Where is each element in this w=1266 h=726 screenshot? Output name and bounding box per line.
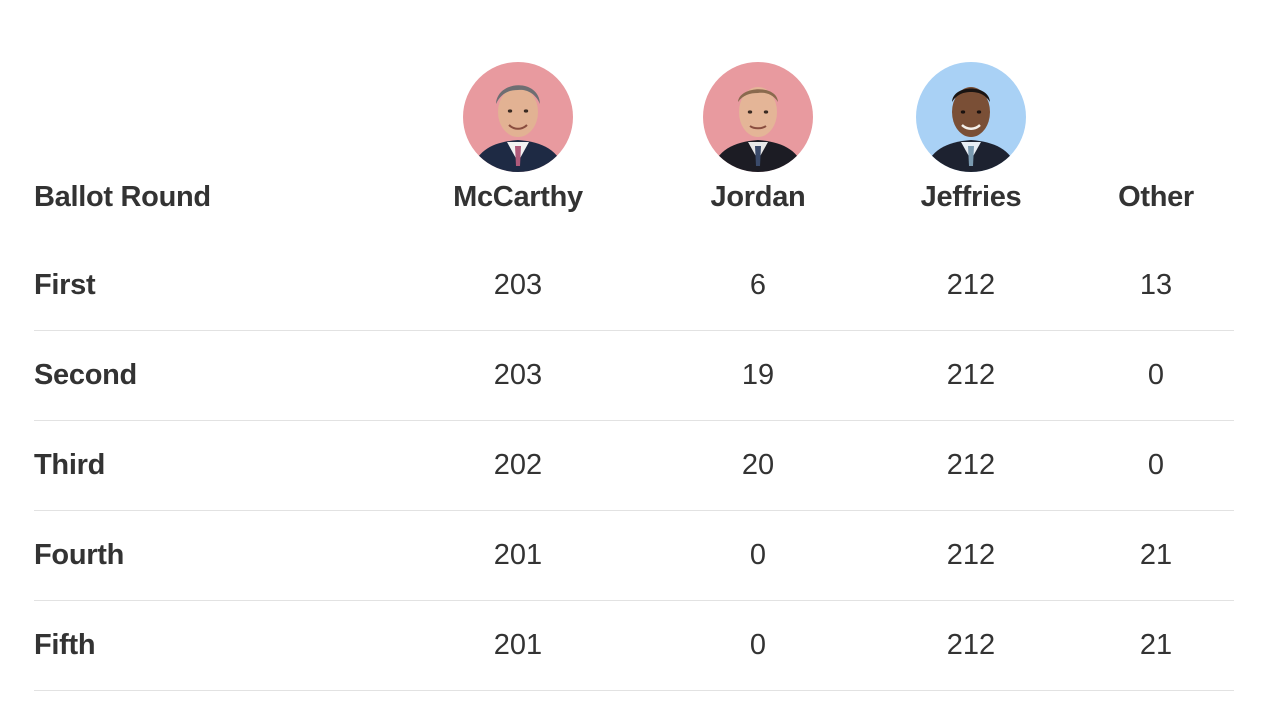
column-header-jordan: Jordan xyxy=(658,0,858,241)
cell-mccarthy: 201 xyxy=(493,539,543,571)
column-header-other: Other xyxy=(1056,0,1256,241)
column-header-mccarthy: McCarthy xyxy=(418,0,618,241)
cell-jeffries: 212 xyxy=(946,269,996,301)
row-label-round: Second xyxy=(34,359,137,391)
row-label-round: Fifth xyxy=(34,629,96,661)
mccarthy-portrait-icon xyxy=(463,62,573,172)
cell-other: 21 xyxy=(1139,629,1173,661)
cell-mccarthy: 201 xyxy=(493,629,543,661)
column-header-label: Jeffries xyxy=(920,181,1022,213)
table-row: Third 202 20 212 0 xyxy=(34,421,1234,511)
table-row: Second 203 19 212 0 xyxy=(34,331,1234,421)
cell-jeffries: 212 xyxy=(946,539,996,571)
cell-jordan: 0 xyxy=(749,629,767,661)
cell-jeffries: 212 xyxy=(946,449,996,481)
table-header-row: Ballot Round McCarthy xyxy=(34,0,1234,241)
column-header-label: Jordan xyxy=(710,181,806,213)
cell-jeffries: 212 xyxy=(946,629,996,661)
ballot-results-table: Ballot Round McCarthy xyxy=(34,0,1234,691)
cell-mccarthy: 203 xyxy=(493,359,543,391)
cell-other: 0 xyxy=(1147,449,1165,481)
cell-other: 0 xyxy=(1147,359,1165,391)
cell-mccarthy: 203 xyxy=(493,269,543,301)
cell-jordan: 6 xyxy=(749,269,767,301)
cell-jordan: 20 xyxy=(741,449,775,481)
column-header-label: Other xyxy=(1118,181,1194,213)
row-label-round: Fourth xyxy=(34,539,125,571)
cell-other: 21 xyxy=(1139,539,1173,571)
table-row: First 203 6 212 13 xyxy=(34,241,1234,331)
cell-other: 13 xyxy=(1139,269,1173,301)
table-row: Fifth 201 0 212 21 xyxy=(34,601,1234,691)
table-row: Fourth 201 0 212 21 xyxy=(34,511,1234,601)
jordan-portrait-icon xyxy=(703,62,813,172)
column-header-ballot-round: Ballot Round xyxy=(34,181,211,213)
row-label-round: Third xyxy=(34,449,105,481)
jeffries-portrait-icon xyxy=(916,62,1026,172)
cell-jeffries: 212 xyxy=(946,359,996,391)
cell-mccarthy: 202 xyxy=(493,449,543,481)
cell-jordan: 0 xyxy=(749,539,767,571)
column-header-jeffries: Jeffries xyxy=(871,0,1071,241)
row-label-round: First xyxy=(34,269,96,301)
cell-jordan: 19 xyxy=(741,359,775,391)
column-header-label: McCarthy xyxy=(453,181,583,213)
